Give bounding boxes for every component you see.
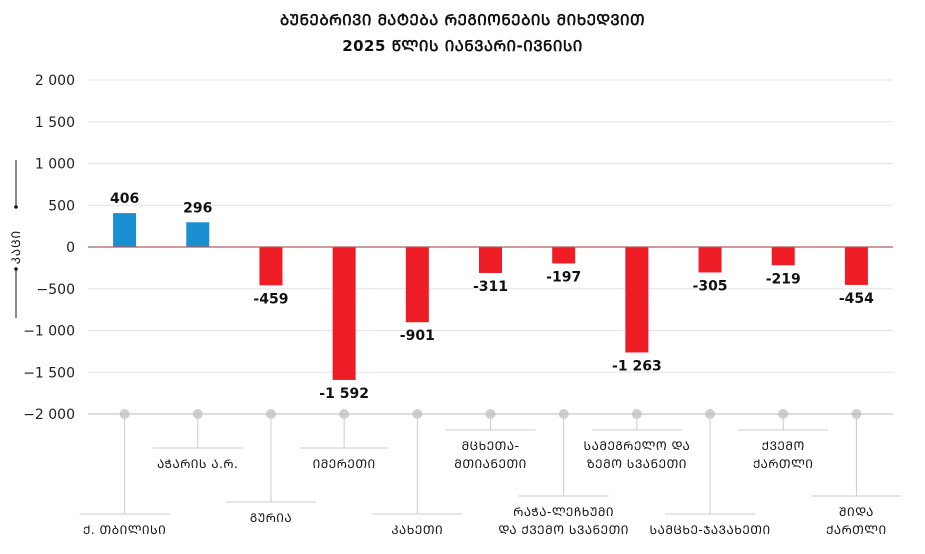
bar	[113, 213, 137, 247]
data-label: -1 263	[612, 358, 662, 374]
data-label: -219	[766, 271, 801, 287]
category-label: ᲠᲐᲭᲐ-ᲚᲔᲩᲮᲣᲛᲘ	[513, 505, 614, 519]
y-tick-label: 500	[48, 198, 75, 214]
data-label: -197	[546, 269, 581, 285]
bar	[405, 247, 429, 323]
y-tick-label: 0	[66, 240, 75, 256]
y-tick-label: 1 500	[35, 115, 75, 131]
y-tick-label: 1 000	[35, 157, 75, 173]
data-label: -1 592	[319, 386, 369, 402]
category-label: ᲡᲐᲛᲪᲮᲔ-ᲯᲐᲕᲐᲮᲔᲗᲘ	[649, 523, 770, 537]
data-label: 406	[110, 191, 139, 207]
bar	[479, 247, 502, 273]
data-label: -901	[400, 328, 435, 344]
category-label: ᲡᲐᲛᲔᲒᲠᲔᲚᲝ ᲓᲐ	[584, 439, 691, 453]
category-label: ᲨᲘᲓᲐ	[839, 505, 874, 519]
bar	[625, 247, 649, 353]
y-axis-arrow-down-dot	[14, 267, 18, 271]
y-tick-label: 2 000	[35, 73, 75, 89]
data-label: -454	[839, 291, 874, 307]
data-label: -305	[693, 278, 728, 294]
category-label: Ქ. ᲗᲑᲘᲚᲘᲡᲘ	[83, 523, 166, 537]
y-tick-label: −1 000	[23, 324, 75, 340]
category-label: ᲥᲐᲠᲗᲚᲘ	[753, 457, 813, 471]
category-label: ᲐᲭᲐᲠᲘᲡ Ა.Რ.	[157, 457, 238, 471]
bar	[552, 247, 576, 264]
chart-subtitle: 2025 ᲬᲚᲘᲡ ᲘᲐᲜᲕᲐᲠᲘ-ᲘᲕᲜᲘᲡᲘ	[342, 37, 583, 55]
category-label: ᲖᲔᲛᲝ ᲡᲕᲐᲜᲔᲗᲘ	[587, 457, 687, 471]
category-label: ᲓᲐ ᲥᲕᲔᲛᲝ ᲡᲕᲐᲜᲔᲗᲘ	[498, 523, 629, 537]
data-label: -311	[473, 279, 508, 295]
y-axis-label: ᲙᲐᲪᲘ	[9, 230, 23, 264]
bar	[698, 247, 722, 273]
category-label: ᲛᲪᲮᲔᲗᲐ-	[462, 439, 520, 453]
chart-title: ᲑᲣᲜᲔᲑᲠᲘᲕᲘ ᲛᲐᲢᲔᲑᲐ ᲠᲔᲒᲘᲝᲜᲔᲑᲘᲡ ᲛᲘᲮᲔᲓᲕᲘᲗ	[279, 11, 646, 29]
category-label: ᲛᲗᲘᲐᲜᲔᲗᲘ	[454, 457, 527, 471]
y-tick-label: −1 500	[23, 365, 75, 381]
category-label: ᲥᲕᲔᲛᲝ	[762, 439, 805, 453]
bar	[259, 247, 283, 286]
data-label: -459	[253, 291, 288, 307]
category-label: ᲙᲐᲮᲔᲗᲘ	[391, 523, 443, 537]
data-label: 296	[183, 200, 212, 216]
category-label: ᲥᲐᲠᲗᲚᲘ	[826, 523, 886, 537]
category-label: ᲘᲛᲔᲠᲔᲗᲘ	[313, 457, 376, 471]
y-axis-arrow-up-dot	[14, 205, 18, 209]
bar	[771, 247, 795, 266]
y-tick-label: −2 000	[23, 407, 75, 423]
bar	[844, 247, 868, 285]
category-label: ᲒᲣᲠᲘᲐ	[250, 511, 292, 525]
bar	[332, 247, 356, 380]
y-tick-label: −500	[37, 282, 75, 298]
bar	[186, 222, 210, 247]
